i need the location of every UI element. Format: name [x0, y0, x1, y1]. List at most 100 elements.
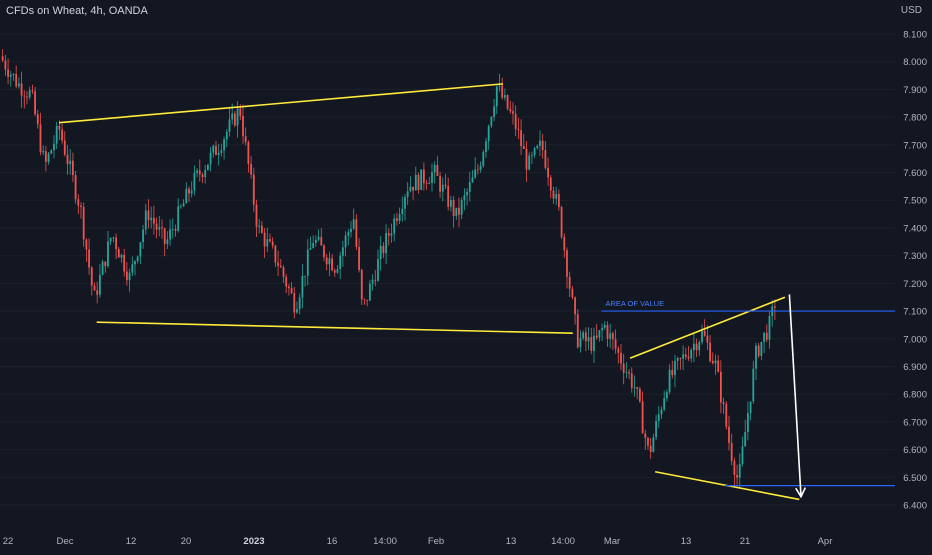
candle-body	[741, 446, 744, 464]
candle-body	[223, 139, 225, 151]
x-tick-label: 16	[327, 536, 338, 547]
candle-body	[36, 114, 39, 125]
candle-body	[98, 274, 101, 295]
candle-body	[341, 247, 344, 256]
candle-body	[206, 164, 209, 171]
candle-body	[250, 163, 252, 175]
candle-body	[506, 95, 509, 109]
candle-body	[579, 338, 582, 348]
candle-body	[263, 232, 266, 247]
candle-body	[395, 218, 398, 221]
candle-body	[117, 249, 120, 258]
candle-body	[271, 241, 274, 246]
candle-body	[155, 223, 158, 230]
candle-body	[88, 249, 90, 268]
candle-body	[69, 160, 72, 165]
candle-body	[209, 152, 212, 165]
candle-body	[304, 275, 306, 277]
candle-body	[266, 239, 269, 247]
y-tick-label: 6.900	[903, 362, 927, 373]
y-tick-label: 8.100	[903, 30, 927, 41]
x-tick-label: 22	[3, 536, 14, 547]
candle-body	[668, 369, 671, 393]
candle-body	[420, 169, 423, 190]
candle-body	[744, 432, 747, 447]
candle-body	[576, 314, 579, 348]
candle-body	[379, 245, 382, 260]
candle-body	[736, 474, 738, 478]
candle-body	[71, 160, 74, 176]
candle-body	[444, 184, 447, 187]
candle-body	[555, 193, 558, 199]
candle-body	[682, 354, 684, 359]
candle-body	[236, 108, 239, 126]
candle-body	[466, 191, 468, 196]
candle-body	[406, 191, 409, 198]
candle-body	[636, 387, 639, 389]
candle-body	[614, 339, 617, 349]
candle-body	[536, 145, 539, 149]
candle-body	[328, 258, 331, 265]
y-tick-label: 6.500	[903, 473, 927, 484]
candle-body	[539, 140, 541, 146]
candle-body	[552, 190, 555, 199]
candle-body	[336, 269, 339, 273]
candle-body	[630, 373, 633, 388]
candle-body	[584, 332, 587, 342]
candle-body	[298, 297, 301, 310]
candle-body	[233, 113, 236, 126]
candle-body	[647, 437, 649, 446]
candle-body	[609, 333, 612, 339]
y-tick-label: 7.100	[903, 307, 927, 318]
candle-body	[517, 128, 520, 131]
y-tick-label: 7.400	[903, 223, 927, 234]
candle-body	[77, 199, 80, 206]
candle-body	[474, 169, 477, 178]
candle-body	[61, 129, 63, 141]
candle-body	[82, 206, 85, 240]
candle-body	[274, 245, 277, 263]
candle-body	[563, 236, 566, 251]
candle-body	[258, 225, 261, 227]
candle-body	[269, 239, 271, 242]
candle-body	[374, 279, 377, 281]
candle-body	[525, 148, 528, 170]
candle-body	[728, 426, 730, 443]
candle-body	[190, 190, 193, 194]
candle-body	[617, 348, 620, 353]
candle-body	[277, 262, 279, 266]
candle-body	[571, 288, 574, 298]
x-tick-label: 13	[681, 536, 692, 547]
candle-body	[458, 207, 460, 215]
candle-body	[687, 356, 690, 359]
candle-body	[225, 131, 228, 140]
candle-body	[587, 337, 590, 342]
candle-body	[188, 188, 190, 194]
candle-body	[633, 387, 636, 389]
candle-body	[652, 437, 655, 452]
x-tick-label: 14:00	[373, 536, 397, 547]
candle-body	[487, 125, 490, 142]
candle-body	[663, 398, 666, 410]
candle-body	[255, 204, 258, 227]
candle-body	[755, 345, 757, 369]
candle-body	[679, 358, 682, 359]
candle-body	[649, 445, 652, 452]
candle-body	[26, 96, 28, 98]
candle-body	[485, 141, 487, 152]
candle-body	[215, 145, 217, 155]
x-tick-label: 13	[506, 536, 517, 547]
x-tick-label: Mar	[604, 536, 620, 547]
candle-body	[152, 217, 155, 224]
currency-label: USD	[900, 5, 922, 16]
candle-body	[655, 420, 657, 438]
candle-body	[301, 276, 304, 298]
candle-body	[441, 184, 444, 192]
candle-body	[582, 332, 585, 339]
candle-body	[560, 207, 563, 237]
candle-body	[625, 372, 628, 374]
candle-body	[123, 254, 126, 272]
candle-body	[104, 261, 107, 267]
